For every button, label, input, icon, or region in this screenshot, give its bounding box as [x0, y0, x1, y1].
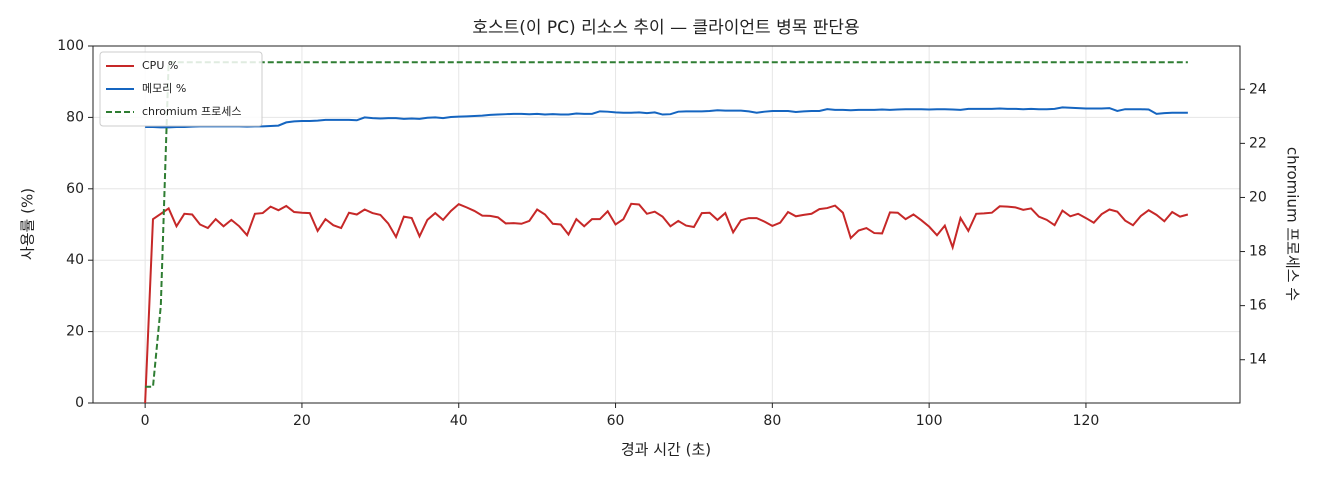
y2-tick-label: 20: [1249, 189, 1267, 205]
y2-axis-label: chromium 프로세스 수: [1284, 147, 1302, 301]
y2-tick-label: 24: [1249, 81, 1267, 97]
legend-label: chromium 프로세스: [142, 105, 241, 118]
y2-tick-label: 14: [1249, 352, 1267, 368]
y-tick-label: 80: [66, 109, 84, 125]
series-line: [145, 61, 1188, 388]
x-tick-label: 20: [293, 413, 311, 429]
y-tick-label: 0: [75, 395, 84, 411]
x-tick-label: 100: [916, 413, 943, 429]
x-axis-label: 경과 시간 (초): [621, 441, 711, 459]
y-tick-label: 100: [57, 38, 84, 54]
y-tick-label: 60: [66, 181, 84, 197]
x-tick-label: 80: [763, 413, 781, 429]
y-axis-label: 사용률 (%): [19, 188, 37, 260]
legend-box: [99, 51, 263, 127]
x-tick-label: 40: [450, 413, 468, 429]
y-tick-label: 20: [66, 324, 84, 340]
legend-label: 메모리 %: [142, 82, 186, 95]
y2-tick-label: 22: [1249, 135, 1267, 151]
x-tick-label: 120: [1073, 413, 1100, 429]
series-line: [144, 202, 1189, 404]
legend-label: CPU %: [142, 59, 178, 72]
x-tick-label: 0: [141, 413, 150, 429]
series-line: [145, 106, 1188, 129]
y2-tick-label: 18: [1249, 244, 1267, 260]
y2-tick-label: 16: [1249, 298, 1267, 314]
x-tick-label: 60: [607, 413, 625, 429]
y-tick-label: 40: [66, 252, 84, 268]
chart-title: 호스트(이 PC) 리소스 추이 — 클라이언트 병목 판단용: [472, 18, 859, 38]
plot-frame: [92, 45, 1241, 404]
